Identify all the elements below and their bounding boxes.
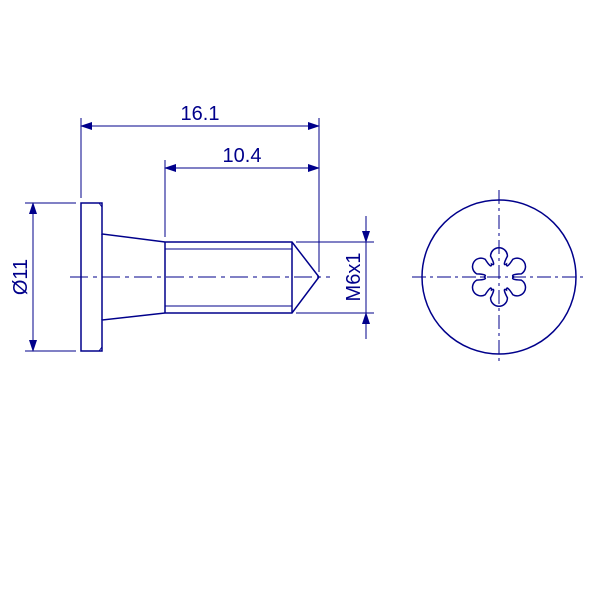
dim-length-shaft: 10.4	[165, 145, 319, 237]
top-view	[412, 190, 586, 364]
dim-thread-spec-label: M6x1	[343, 253, 365, 302]
dim-length-shaft-label: 10.4	[223, 145, 262, 167]
technical-drawing: 16.1 10.4 Ø11 M6x1	[0, 0, 600, 600]
dim-length-total: 16.1	[81, 103, 319, 272]
side-view	[70, 203, 330, 351]
dim-diameter-head: Ø11	[10, 203, 76, 351]
dim-length-total-label: 16.1	[181, 103, 220, 125]
dim-diameter-head-label: Ø11	[10, 259, 32, 295]
